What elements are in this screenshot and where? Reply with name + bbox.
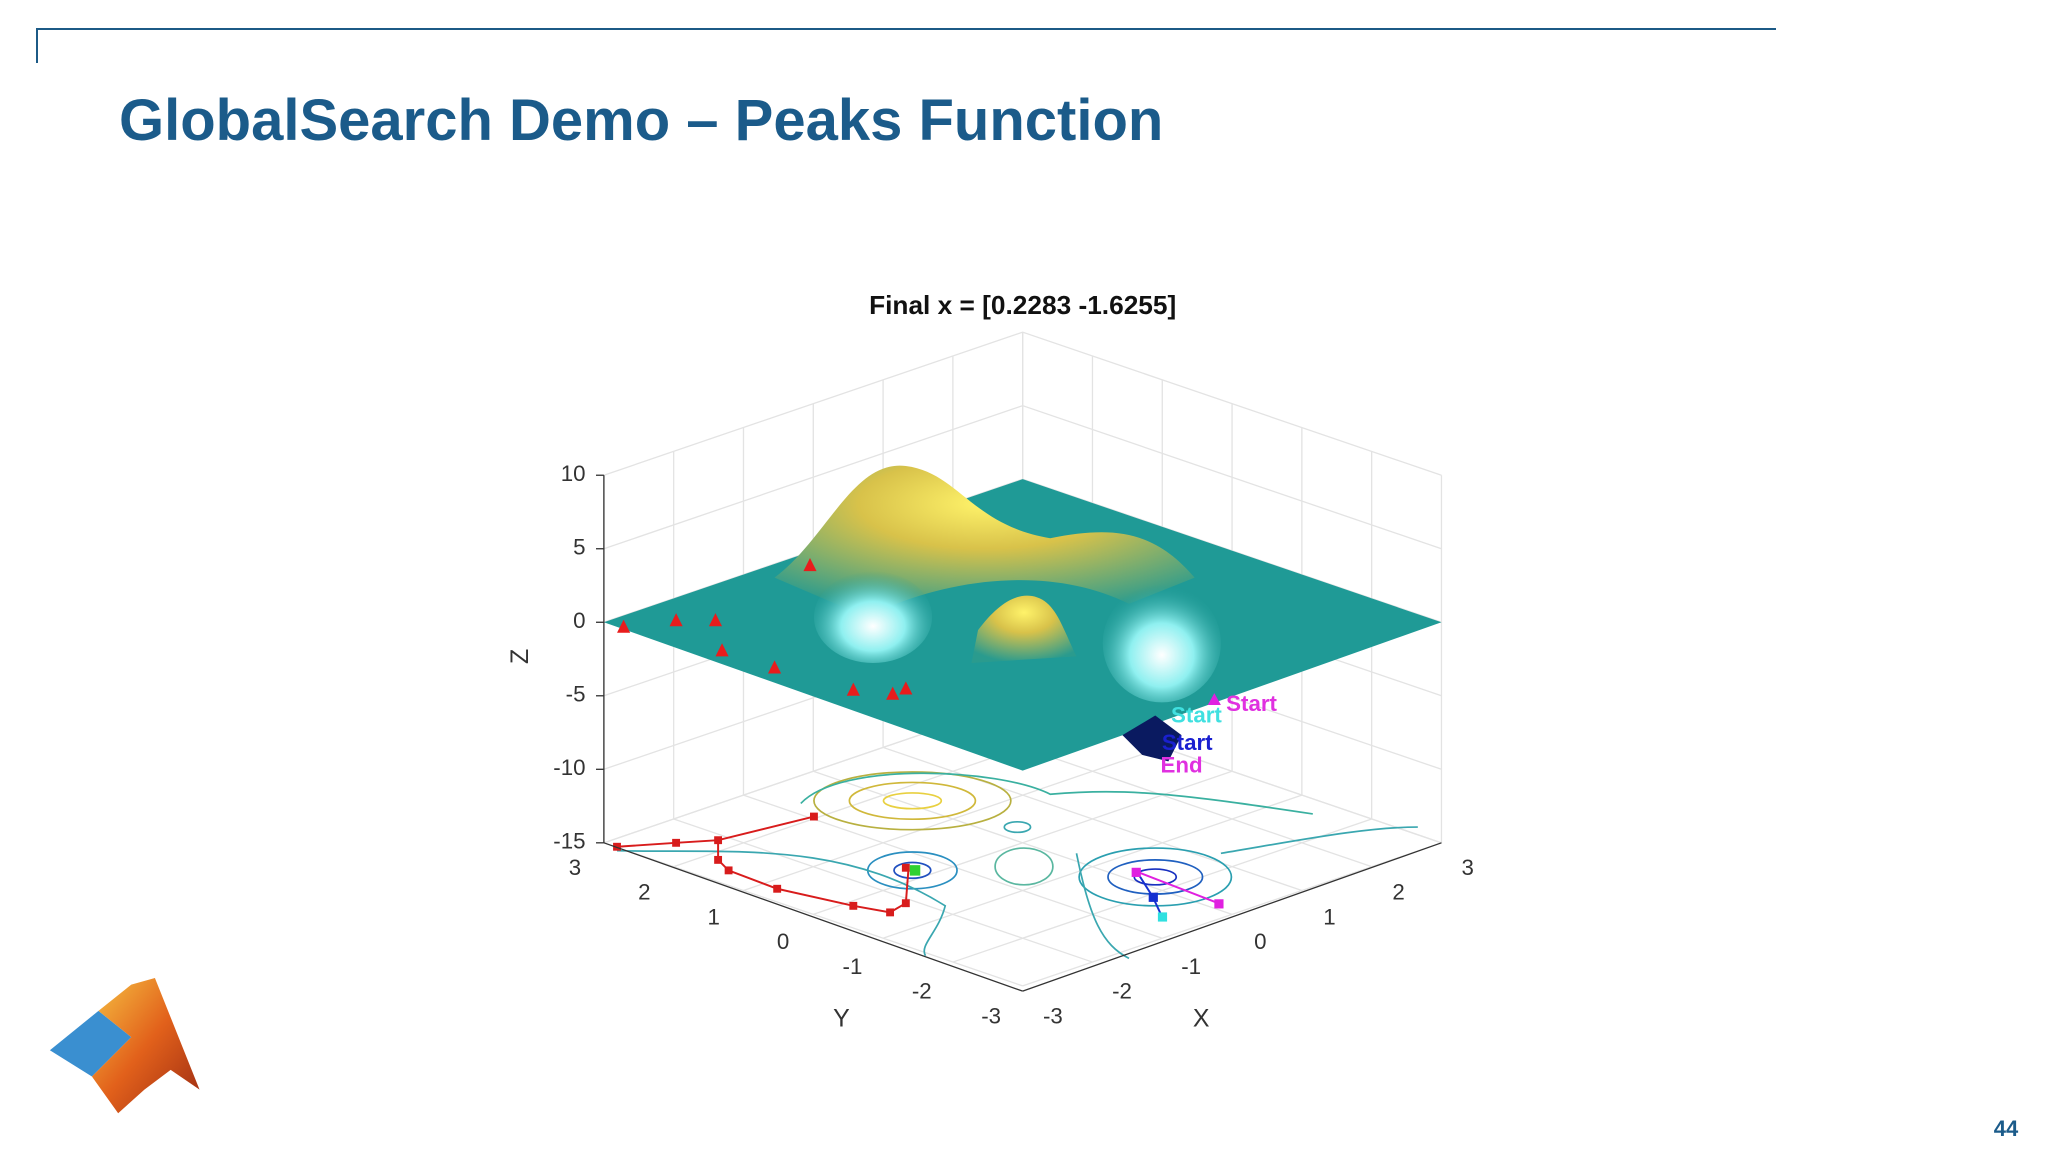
z-tick-label: 5 bbox=[573, 535, 585, 560]
matlab-logo bbox=[49, 978, 200, 1114]
y-tick-label: 3 bbox=[569, 855, 581, 880]
x-tick-label: -1 bbox=[1181, 954, 1201, 979]
y-tick-label: 0 bbox=[777, 929, 789, 954]
top-rule bbox=[36, 28, 1776, 63]
z-tick-label: 10 bbox=[561, 461, 586, 486]
y-tick-label: -2 bbox=[912, 979, 932, 1004]
z-tick-label: 0 bbox=[573, 608, 585, 633]
axis-line bbox=[603, 842, 1023, 992]
contours bbox=[616, 771, 1418, 960]
y-tick-label: 2 bbox=[638, 880, 650, 905]
y-tick-label: -3 bbox=[981, 1003, 1001, 1028]
surface-pit bbox=[813, 571, 933, 663]
axis-line bbox=[1022, 842, 1442, 992]
y-tick-label: 1 bbox=[708, 904, 720, 929]
path-red bbox=[717, 840, 910, 914]
path-magenta bbox=[1136, 870, 1219, 905]
x-tick-label: 1 bbox=[1323, 904, 1335, 929]
figure: Final x = [0.2283 -1.6255] bbox=[49, 290, 1474, 1114]
annotation: Start bbox=[1171, 703, 1222, 728]
marker-green bbox=[909, 865, 921, 876]
y-tick-label: -1 bbox=[843, 954, 863, 979]
z-label: Z bbox=[506, 649, 534, 664]
marker bbox=[1207, 693, 1221, 705]
figure-title: Final x = [0.2283 -1.6255] bbox=[869, 290, 1176, 320]
x-label: X bbox=[1193, 1005, 1210, 1033]
grid-line bbox=[952, 818, 1372, 963]
x-tick-label: 3 bbox=[1462, 855, 1474, 880]
slide-title: GlobalSearch Demo – Peaks Function bbox=[119, 88, 1163, 153]
z-tick-label: -10 bbox=[553, 755, 585, 780]
annotation: End bbox=[1161, 753, 1203, 778]
annotations: Start Start Start End bbox=[1161, 691, 1278, 778]
marker bbox=[1148, 892, 1158, 902]
path-red bbox=[616, 815, 815, 848]
marker bbox=[1157, 912, 1168, 922]
markers-red bbox=[613, 812, 910, 917]
marker bbox=[1214, 899, 1224, 909]
annotation: Start bbox=[1162, 730, 1213, 755]
x-tick-label: 2 bbox=[1392, 880, 1404, 905]
surface-peak bbox=[971, 595, 1077, 663]
grid-line bbox=[1022, 842, 1442, 987]
y-label: Y bbox=[833, 1005, 850, 1033]
marker bbox=[1131, 867, 1141, 877]
surface-well bbox=[1122, 715, 1182, 762]
x-tick-label: -3 bbox=[1043, 1003, 1063, 1028]
z-tick-label: -15 bbox=[553, 829, 585, 854]
x-tick-label: 0 bbox=[1254, 929, 1266, 954]
x-tick-label: -2 bbox=[1112, 979, 1132, 1004]
page-number: 44 bbox=[1994, 1116, 2019, 1141]
markers-surface bbox=[617, 557, 913, 700]
grid-line bbox=[603, 331, 1442, 476]
annotation: Start bbox=[1226, 691, 1277, 716]
grid-line bbox=[603, 404, 1442, 550]
z-tick-label: -5 bbox=[566, 682, 586, 707]
surface-pit bbox=[1102, 584, 1221, 703]
